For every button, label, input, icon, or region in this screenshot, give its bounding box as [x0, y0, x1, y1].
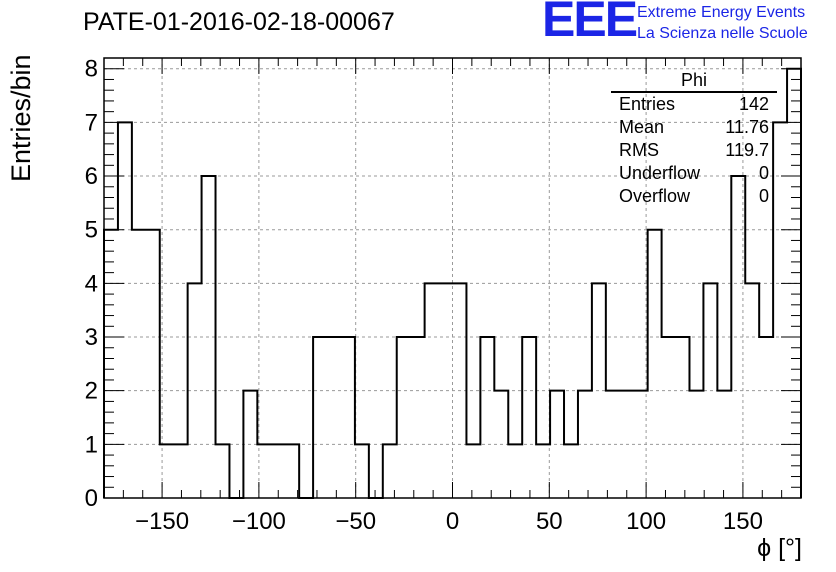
stats-value: 0 — [758, 186, 769, 206]
y-tick-label: 8 — [85, 56, 98, 83]
histogram-bin — [648, 230, 662, 498]
histogram-bin — [662, 337, 676, 498]
x-tick-label: −100 — [232, 508, 286, 535]
histogram-bin — [759, 337, 773, 498]
y-tick-label: 5 — [85, 217, 98, 244]
histogram-bin — [508, 444, 522, 498]
x-tick-label: 50 — [536, 508, 563, 535]
stats-value: 142 — [738, 94, 769, 114]
histogram-bin — [132, 230, 146, 498]
logo-subtitle-line2: La Scienza nelle Scuole — [637, 25, 808, 42]
stats-row-mean: Mean 11.76 — [611, 116, 777, 139]
histogram-bin — [411, 337, 425, 498]
y-tick-label: 3 — [85, 324, 98, 351]
stats-label: Mean — [619, 117, 665, 137]
eee-logo: EEE — [542, 0, 638, 47]
x-tick-label: 0 — [446, 508, 459, 535]
x-tick-label: 150 — [723, 508, 763, 535]
stats-label: Entries — [619, 94, 676, 114]
histogram-bin — [104, 230, 118, 498]
stats-label: RMS — [619, 140, 659, 160]
stats-label: Underflow — [619, 163, 701, 183]
histogram-bin — [536, 444, 550, 498]
histogram-bin — [271, 444, 285, 498]
histogram-bin — [689, 391, 703, 498]
stats-row-overflow: Overflow 0 — [611, 185, 777, 208]
y-tick-label: 1 — [85, 431, 98, 458]
y-tick-label: 0 — [85, 485, 98, 512]
stats-row-entries: Entries 142 — [611, 93, 777, 116]
histogram-bin — [341, 337, 355, 498]
histogram-bin — [285, 444, 299, 498]
x-axis-label: ϕ [°] — [757, 534, 802, 562]
histogram-bin — [466, 444, 480, 498]
histogram-bin — [606, 391, 620, 498]
histogram-bin — [480, 337, 494, 498]
histogram-bin — [397, 337, 411, 498]
histogram-bin — [174, 444, 188, 498]
stats-value: 0 — [758, 163, 769, 183]
stats-label: Overflow — [619, 186, 691, 206]
x-tick-label: 100 — [626, 508, 666, 535]
histogram-bin — [216, 444, 230, 498]
histogram-bin — [564, 444, 578, 498]
histogram-bin — [118, 122, 132, 498]
plot-title: PATE-01-2016-02-18-00067 — [83, 8, 395, 36]
y-tick-label: 4 — [85, 270, 98, 297]
histogram-bin — [257, 444, 271, 498]
y-tick-label: 2 — [85, 378, 98, 405]
stats-box: Phi Entries 142 Mean 11.76 RMS 119.7 Und… — [611, 69, 777, 208]
stats-box-title: Phi — [611, 69, 777, 93]
stats-row-underflow: Underflow 0 — [611, 162, 777, 185]
histogram-bin — [522, 337, 536, 498]
y-axis-label: Entries/bin — [6, 54, 36, 182]
logo-subtitle-line1: Extreme Energy Events — [637, 4, 806, 21]
histogram-bin — [355, 444, 369, 498]
x-tick-label: −150 — [135, 508, 189, 535]
stats-value: 119.7 — [725, 140, 769, 160]
histogram-bin — [313, 337, 327, 498]
x-tick-label: −50 — [335, 508, 376, 535]
histogram-bin — [383, 444, 397, 498]
histogram-bin — [146, 230, 160, 498]
histogram-line — [103, 67, 802, 499]
stats-value: 11.76 — [725, 117, 769, 137]
y-tick-label: 6 — [85, 163, 98, 190]
stats-row-rms: RMS 119.7 — [611, 139, 777, 162]
histogram-bin — [676, 337, 690, 498]
y-tick-label: 7 — [85, 109, 98, 136]
histogram-bin — [327, 337, 341, 498]
